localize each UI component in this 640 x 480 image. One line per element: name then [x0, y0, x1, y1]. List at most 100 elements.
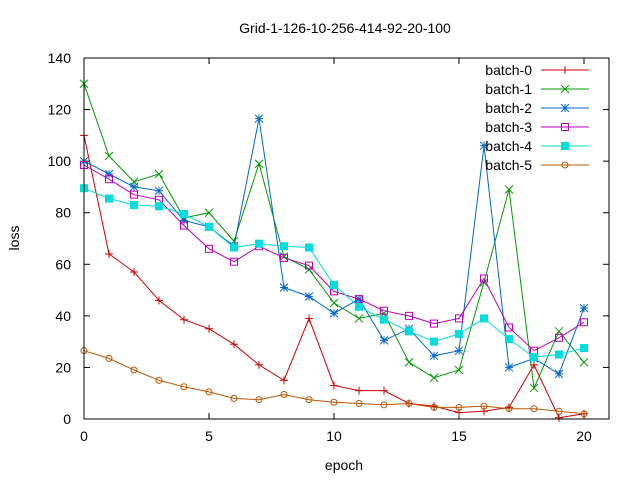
data-point [105, 249, 113, 258]
marker-shape [230, 243, 238, 252]
data-point [580, 344, 588, 353]
marker-shape [555, 333, 563, 342]
x-tick-label: 20 [576, 428, 592, 444]
marker-stroke [479, 141, 489, 151]
data-point [105, 175, 113, 184]
y-axis-label: loss [6, 226, 22, 251]
series-group [79, 79, 589, 422]
series-batch-1 [79, 79, 589, 393]
data-point [430, 403, 438, 411]
marker-shape [561, 142, 569, 150]
data-point [280, 391, 288, 399]
data-point [505, 405, 513, 413]
x-tick-label: 15 [451, 428, 467, 444]
data-point [254, 159, 264, 169]
data-point [560, 103, 570, 113]
marker-shape [580, 344, 588, 353]
marker-stroke [204, 208, 214, 218]
data-point [329, 308, 339, 318]
data-point [405, 311, 413, 320]
data-point [305, 261, 313, 270]
legend: batch-0 batch-1 batch-2 batch-3 batch-4 batch… [485, 62, 589, 173]
data-point [380, 386, 388, 395]
data-point [505, 335, 513, 344]
marker-stroke [254, 159, 264, 169]
data-point [380, 306, 388, 315]
data-point [205, 324, 213, 333]
data-point [154, 169, 164, 179]
data-point [155, 202, 163, 211]
marker-shape [355, 295, 363, 304]
marker-shape [255, 396, 263, 404]
data-point [504, 185, 514, 194]
marker-shape [405, 327, 413, 336]
data-point [154, 186, 164, 196]
data-point [230, 257, 238, 266]
data-point [354, 314, 364, 323]
marker-shape [455, 314, 463, 323]
series-batch-0 [80, 131, 588, 422]
data-point [355, 386, 363, 395]
data-point [530, 405, 538, 413]
marker-shape [130, 366, 138, 374]
data-point [204, 208, 214, 218]
data-point [180, 221, 188, 230]
marker-shape [455, 329, 463, 338]
marker-stroke [429, 351, 439, 361]
legend-item: batch-4 [485, 138, 589, 154]
data-point [555, 413, 563, 422]
marker-shape [155, 202, 163, 211]
data-point [555, 407, 563, 415]
marker-shape [180, 383, 188, 391]
data-point [455, 408, 463, 417]
marker-shape [561, 123, 569, 131]
marker-shape [530, 405, 538, 413]
data-point [430, 319, 438, 328]
data-point [405, 327, 413, 336]
marker-shape [230, 257, 238, 266]
y-tick-label: 140 [48, 50, 72, 66]
marker-shape [255, 239, 263, 248]
marker-shape [105, 175, 113, 184]
series-line [83, 187, 585, 358]
data-point [429, 351, 439, 361]
marker-shape [105, 194, 113, 203]
data-point [504, 363, 514, 372]
data-point [105, 354, 113, 362]
marker-stroke [379, 336, 389, 345]
legend-item: batch-2 [485, 100, 589, 116]
data-point [130, 200, 138, 209]
data-point [355, 295, 363, 304]
marker-shape [561, 161, 569, 169]
marker-shape [380, 315, 388, 324]
marker-shape [330, 398, 338, 406]
data-point [230, 243, 238, 252]
data-point [180, 210, 188, 219]
data-point [130, 268, 138, 277]
data-point [230, 394, 238, 402]
marker-shape [505, 405, 513, 413]
data-point [561, 123, 569, 131]
data-point [255, 239, 263, 248]
marker-stroke [354, 314, 364, 323]
legend-label: batch-5 [485, 157, 532, 173]
data-point [380, 401, 388, 409]
data-point [329, 298, 339, 308]
data-point [355, 400, 363, 408]
data-point [454, 346, 464, 356]
marker-stroke [254, 114, 264, 123]
marker-shape [355, 302, 363, 311]
marker-stroke [429, 373, 439, 383]
data-point [455, 329, 463, 338]
data-point [330, 398, 338, 406]
marker-shape [280, 242, 288, 251]
data-point [330, 381, 338, 390]
marker-shape [530, 353, 538, 362]
marker-shape [405, 311, 413, 320]
marker-shape [480, 274, 488, 283]
data-point [580, 318, 588, 327]
marker-shape [305, 243, 313, 252]
data-point [554, 369, 564, 379]
x-axis-label: epoch [325, 457, 363, 473]
